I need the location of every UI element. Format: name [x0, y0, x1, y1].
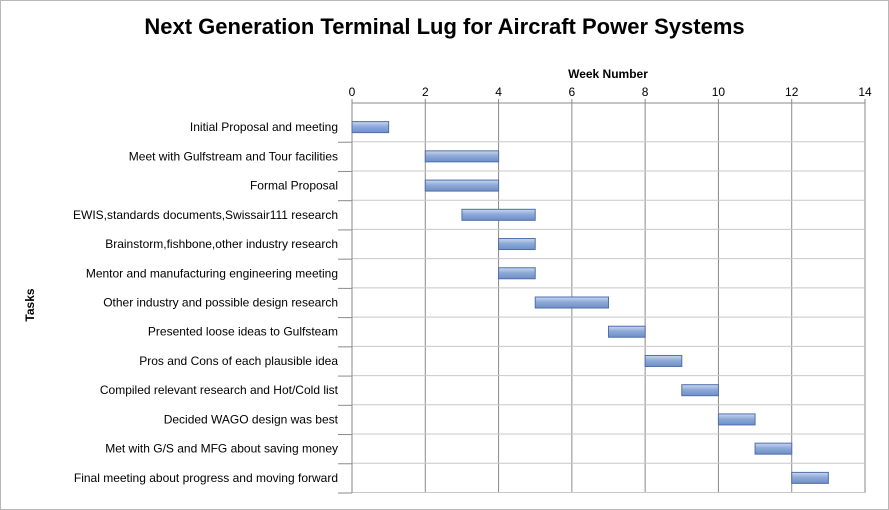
task-label: Met with G/S and MFG about saving money: [105, 442, 338, 456]
task-bar: [498, 267, 536, 280]
x-tick-label: 10: [712, 85, 726, 99]
task-bar: [461, 208, 536, 221]
task-bar: [608, 325, 646, 338]
task-bar: [681, 384, 719, 397]
task-bar: [424, 150, 500, 163]
x-tick-label: 4: [495, 85, 502, 99]
task-bar: [754, 442, 793, 455]
x-tick-label: 2: [422, 85, 429, 99]
task-labels: Initial Proposal and meeting Meet with Gu…: [73, 120, 339, 485]
x-tick-label: 8: [642, 85, 649, 99]
task-label: Other industry and possible design resea…: [103, 296, 338, 310]
task-bar: [351, 121, 390, 134]
x-tick-label: 14: [858, 85, 872, 99]
task-bar: [644, 354, 683, 367]
x-axis-label: Week Number: [568, 67, 648, 81]
task-label: Compiled relevant research and Hot/Cold …: [100, 383, 339, 397]
row-separators: [338, 141, 865, 494]
task-label: Presented loose ideas to Gulfsteam: [148, 325, 338, 339]
x-tick-label: 6: [569, 85, 576, 99]
x-tick-label: 12: [785, 85, 799, 99]
task-bar: [534, 296, 610, 309]
task-bar: [424, 179, 500, 192]
task-label: Mentor and manufacturing engineering mee…: [86, 266, 338, 280]
task-label: Meet with Gulfstream and Tour facilities: [129, 149, 338, 163]
task-label: Pros and Cons of each plausible idea: [139, 354, 338, 368]
y-axis-label: Tasks: [23, 288, 37, 321]
task-bar: [717, 413, 756, 426]
task-label: Initial Proposal and meeting: [190, 120, 338, 134]
task-bar: [791, 471, 829, 484]
task-label: Brainstorm,fishbone,other industry resea…: [105, 237, 338, 251]
task-label: EWIS,standards documents,Swissair111 res…: [73, 208, 338, 222]
task-label: Decided WAGO design was best: [164, 412, 339, 426]
x-tick-label: 0: [349, 85, 356, 99]
task-label: Formal Proposal: [250, 179, 338, 193]
bars-layer: [351, 121, 829, 484]
chart-title: Next Generation Terminal Lug for Aircraf…: [144, 14, 745, 39]
x-axis: 0 2 4 6 8 10 12 14: [349, 85, 872, 493]
task-bar: [498, 238, 536, 251]
task-label: Final meeting about progress and moving …: [74, 471, 338, 485]
